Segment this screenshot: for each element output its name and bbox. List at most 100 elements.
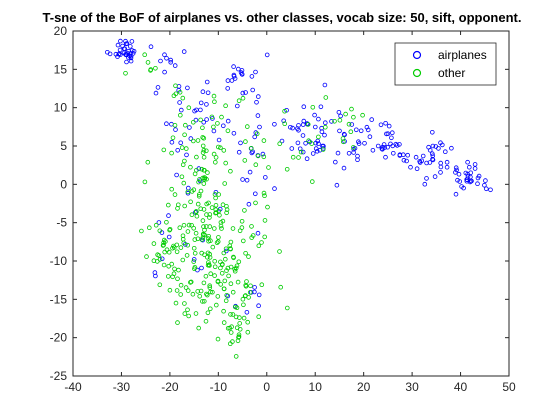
data-point-other bbox=[219, 114, 224, 120]
data-point-other bbox=[320, 147, 326, 152]
data-point-other bbox=[250, 233, 256, 238]
data-point-airplanes bbox=[375, 143, 381, 149]
data-point-other bbox=[207, 215, 212, 220]
data-point-airplanes bbox=[125, 51, 131, 56]
data-point-other bbox=[242, 158, 248, 163]
data-point-airplanes bbox=[164, 121, 169, 126]
legend-box bbox=[394, 42, 497, 86]
data-point-other bbox=[350, 145, 356, 150]
data-point-other bbox=[207, 283, 213, 289]
data-point-other bbox=[346, 121, 352, 127]
data-point-other bbox=[205, 236, 211, 241]
data-point-airplanes bbox=[166, 213, 171, 218]
data-point-airplanes bbox=[231, 131, 237, 136]
data-point-other bbox=[182, 301, 187, 306]
data-point-airplanes bbox=[257, 124, 262, 130]
data-point-airplanes bbox=[429, 151, 435, 157]
data-point-airplanes bbox=[221, 123, 226, 129]
data-point-airplanes bbox=[225, 86, 231, 91]
data-point-airplanes bbox=[329, 119, 334, 124]
x-tick-label: 50 bbox=[502, 380, 516, 394]
data-point-other bbox=[243, 283, 249, 289]
data-point-other bbox=[277, 249, 282, 254]
data-point-other bbox=[242, 208, 247, 213]
data-point-airplanes bbox=[272, 186, 277, 191]
data-point-other bbox=[183, 122, 188, 128]
data-point-other bbox=[210, 244, 216, 250]
data-point-airplanes bbox=[281, 118, 287, 124]
data-point-other bbox=[236, 332, 242, 338]
data-point-airplanes bbox=[385, 144, 390, 150]
data-point-other bbox=[180, 257, 186, 263]
data-point-other bbox=[161, 242, 166, 248]
data-point-airplanes bbox=[300, 149, 306, 155]
data-point-other bbox=[201, 181, 207, 186]
data-point-other bbox=[221, 286, 227, 292]
y-tick-label: 10 bbox=[54, 101, 68, 115]
data-point-airplanes bbox=[454, 167, 459, 173]
data-point-other bbox=[277, 141, 283, 147]
data-point-other bbox=[205, 292, 210, 298]
data-point-other bbox=[171, 93, 177, 98]
data-point-airplanes bbox=[122, 46, 128, 52]
data-point-other bbox=[284, 305, 290, 311]
data-point-airplanes bbox=[216, 137, 222, 143]
data-point-airplanes bbox=[389, 130, 395, 136]
data-point-other bbox=[162, 249, 168, 255]
data-point-other bbox=[185, 288, 191, 293]
data-point-other bbox=[221, 308, 226, 314]
data-point-airplanes bbox=[424, 160, 429, 166]
data-point-airplanes bbox=[289, 146, 295, 151]
data-point-other bbox=[217, 213, 222, 218]
data-point-other bbox=[142, 179, 148, 185]
data-point-airplanes bbox=[422, 181, 428, 187]
data-point-other bbox=[262, 193, 267, 199]
data-point-other bbox=[206, 260, 211, 265]
data-point-other bbox=[215, 294, 221, 299]
x-tick-label: -30 bbox=[113, 380, 131, 394]
data-point-airplanes bbox=[113, 51, 119, 57]
data-point-airplanes bbox=[175, 148, 181, 153]
data-point-other bbox=[223, 256, 228, 262]
data-point-other bbox=[193, 311, 199, 316]
y-axis: -25 -20 -15 -10 -5 0 5 10 15 20 bbox=[50, 24, 509, 383]
data-point-other bbox=[244, 279, 249, 284]
data-point-airplanes bbox=[249, 150, 255, 156]
data-point-other bbox=[290, 154, 296, 160]
data-point-airplanes bbox=[236, 149, 242, 155]
data-point-other bbox=[181, 240, 187, 246]
data-point-other bbox=[174, 288, 180, 293]
data-point-airplanes bbox=[240, 90, 246, 96]
data-point-other bbox=[196, 194, 202, 199]
data-point-other bbox=[139, 228, 144, 234]
data-point-airplanes bbox=[128, 58, 134, 64]
data-point-other bbox=[248, 283, 253, 289]
data-point-airplanes bbox=[200, 89, 206, 94]
data-point-airplanes bbox=[164, 55, 169, 61]
data-point-other bbox=[191, 120, 196, 125]
data-point-other bbox=[200, 135, 206, 140]
data-point-airplanes bbox=[279, 138, 285, 144]
data-point-other bbox=[185, 189, 191, 195]
data-point-airplanes bbox=[394, 143, 400, 148]
data-point-other bbox=[261, 154, 267, 160]
data-point-other bbox=[235, 279, 241, 285]
data-point-other bbox=[235, 338, 241, 344]
data-point-airplanes bbox=[249, 74, 255, 79]
data-point-other bbox=[223, 160, 229, 166]
data-point-other bbox=[192, 237, 198, 242]
data-point-other bbox=[166, 202, 171, 208]
data-point-other bbox=[322, 124, 328, 130]
data-point-airplanes bbox=[153, 90, 159, 96]
data-point-other bbox=[237, 321, 243, 326]
data-point-airplanes bbox=[370, 148, 376, 153]
data-point-airplanes bbox=[204, 117, 209, 122]
data-point-airplanes bbox=[404, 158, 409, 164]
data-point-other bbox=[225, 265, 231, 271]
data-point-airplanes bbox=[287, 125, 293, 130]
data-point-other bbox=[191, 226, 197, 231]
data-point-other bbox=[190, 291, 196, 297]
data-point-airplanes bbox=[300, 122, 306, 127]
data-point-airplanes bbox=[405, 152, 411, 158]
data-point-other bbox=[219, 270, 225, 276]
